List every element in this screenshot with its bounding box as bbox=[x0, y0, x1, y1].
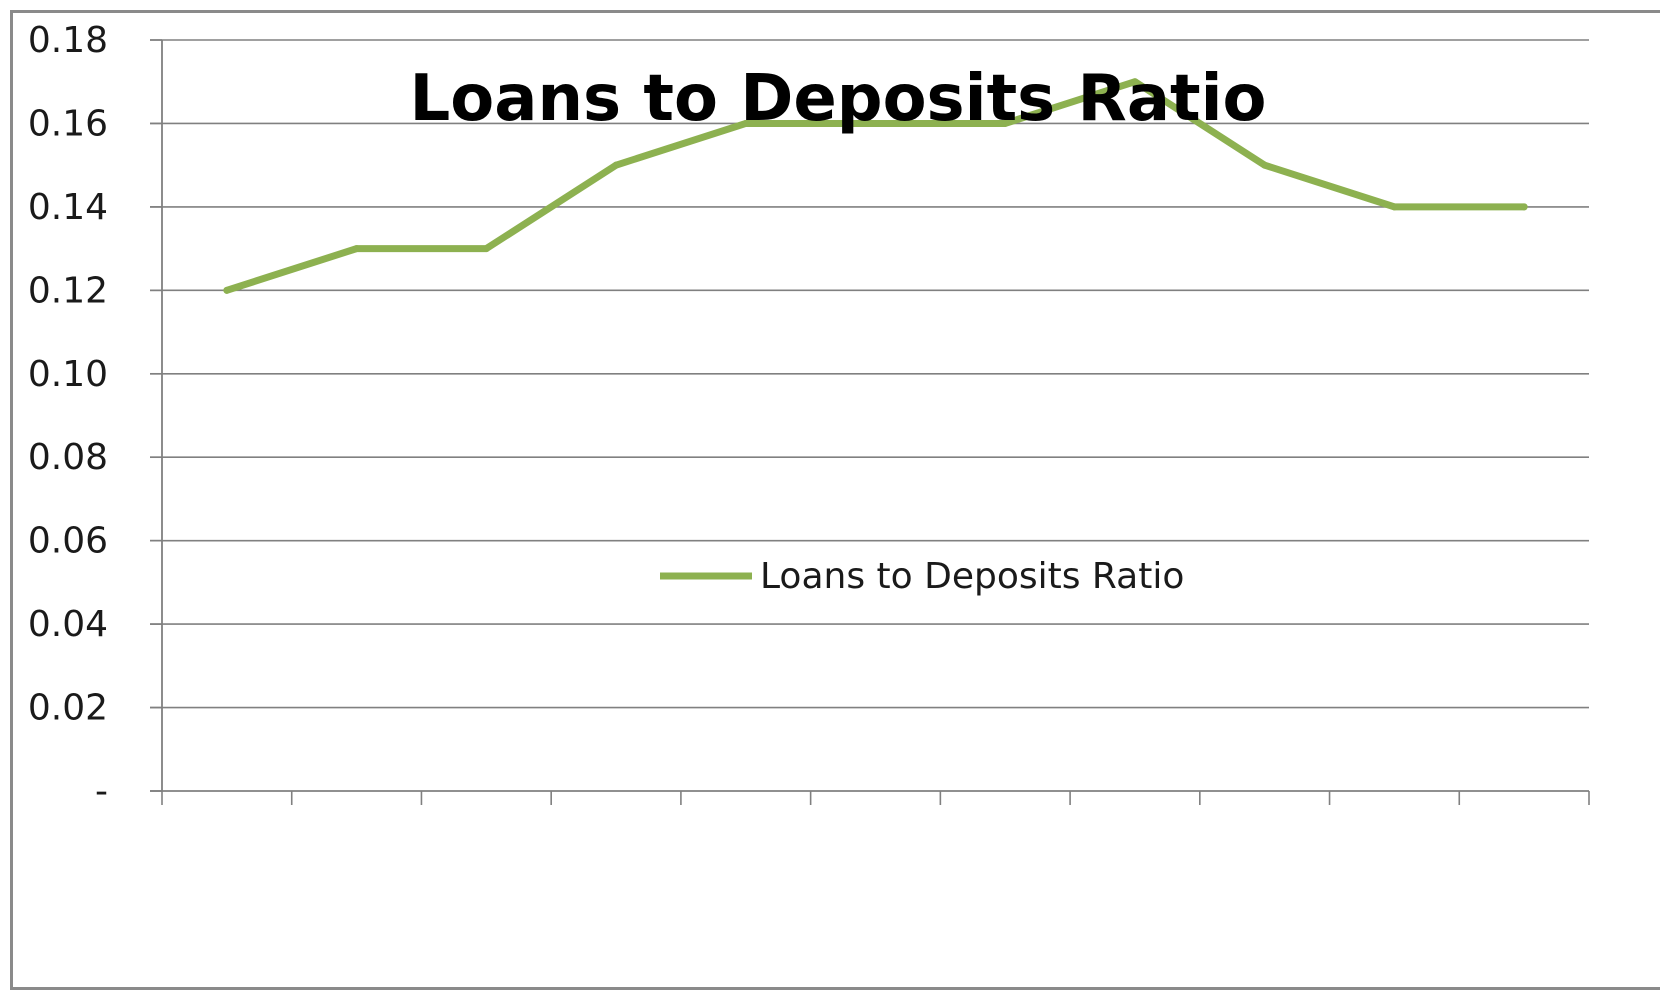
data-point bbox=[1261, 161, 1269, 169]
y-tick-labels: - 0.02 0.04 0.06 0.08 0.10 0.12 0.14 0.16 0.18 bbox=[28, 20, 108, 812]
legend: Loans to Deposits Ratio bbox=[660, 556, 1184, 597]
y-tick-label: 0.08 bbox=[28, 437, 108, 478]
y-tick-label: - bbox=[95, 771, 108, 812]
series-layer bbox=[223, 78, 1528, 294]
y-tick-label: 0.10 bbox=[28, 354, 108, 395]
y-tick-label: 0.02 bbox=[28, 688, 108, 729]
axes bbox=[150, 39, 1590, 805]
data-point bbox=[1390, 203, 1398, 211]
data-point bbox=[482, 245, 490, 253]
y-tick-label: 0.18 bbox=[28, 20, 108, 61]
legend-label: Loans to Deposits Ratio bbox=[760, 556, 1184, 597]
data-point bbox=[1131, 78, 1139, 86]
gridlines bbox=[150, 39, 1589, 709]
data-point bbox=[872, 119, 879, 127]
data-point bbox=[612, 161, 620, 169]
data-point bbox=[223, 286, 231, 294]
data-point bbox=[1520, 203, 1528, 211]
y-tick-label: 0.16 bbox=[28, 103, 108, 144]
chart-frame bbox=[10, 10, 1660, 990]
data-point bbox=[742, 119, 750, 127]
chart-title: Loans to Deposits Ratio bbox=[410, 62, 1267, 136]
y-tick-label: 0.06 bbox=[28, 521, 108, 562]
data-point bbox=[353, 245, 361, 253]
y-tick-label: 0.14 bbox=[28, 187, 108, 228]
data-point bbox=[1001, 119, 1009, 127]
y-tick-label: 0.12 bbox=[28, 270, 108, 311]
y-tick-label: 0.04 bbox=[28, 604, 108, 645]
